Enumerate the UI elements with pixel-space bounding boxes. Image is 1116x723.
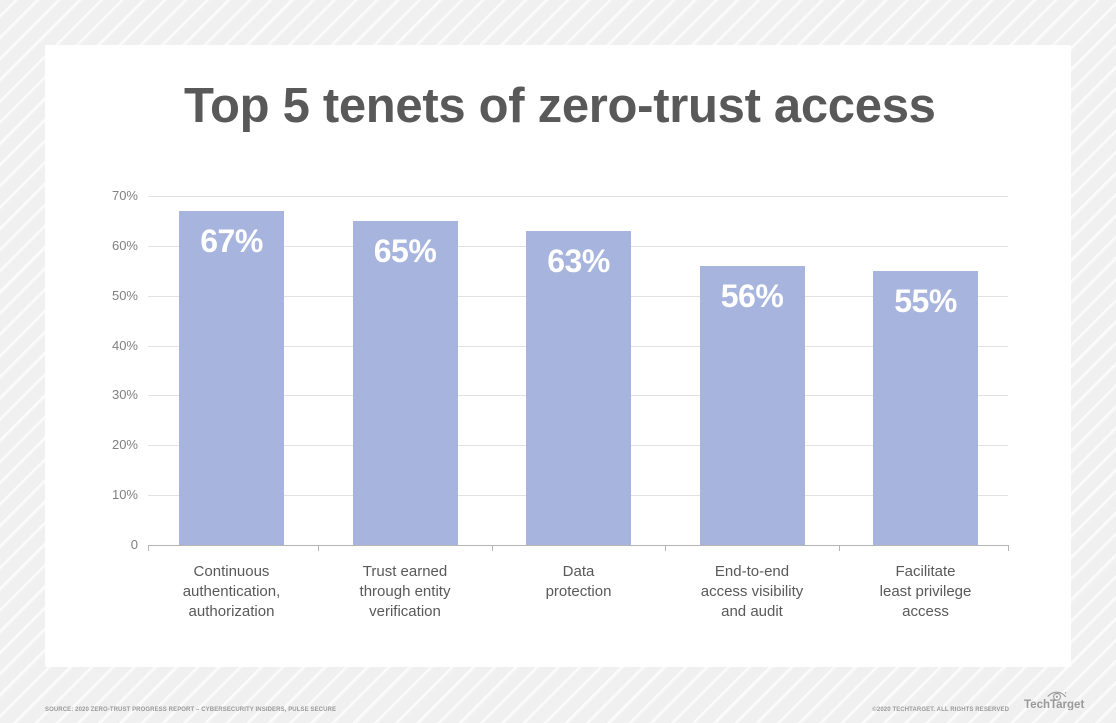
svg-text:TechTarget: TechTarget [1024,699,1084,710]
